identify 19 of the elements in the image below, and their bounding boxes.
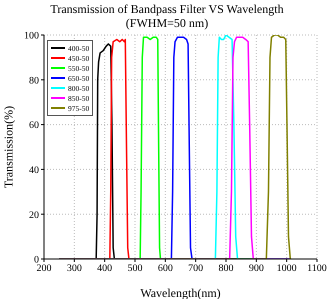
x-tick-label: 800 — [218, 263, 234, 274]
y-tick-label: 60 — [29, 120, 39, 132]
chart-subtitle: (FWHM=50 nm) — [124, 16, 210, 30]
y-tick-label: 100 — [24, 30, 39, 42]
x-tick-label: 300 — [66, 263, 82, 274]
chart-title: Transmission of Bandpass Filter VS Wavelength — [49, 2, 285, 16]
x-tick-label: 700 — [188, 263, 204, 274]
x-tick-label: 1100 — [307, 263, 327, 274]
y-tick-label: 40 — [29, 164, 39, 176]
y-axis-title: Transmission(%) — [1, 106, 16, 188]
x-tick-label: 500 — [128, 263, 142, 274]
y-tick-label: 20 — [29, 210, 39, 221]
x-tick-label: 600 — [158, 263, 173, 274]
x-tick-label: 900 — [248, 263, 264, 274]
x-tick-label: 400 — [97, 263, 112, 274]
y-tick-label: 80 — [29, 75, 39, 86]
x-tick-label: 1000 — [276, 263, 297, 274]
x-tick-label: 200 — [36, 263, 52, 274]
y-tick-label: 0 — [34, 254, 39, 266]
